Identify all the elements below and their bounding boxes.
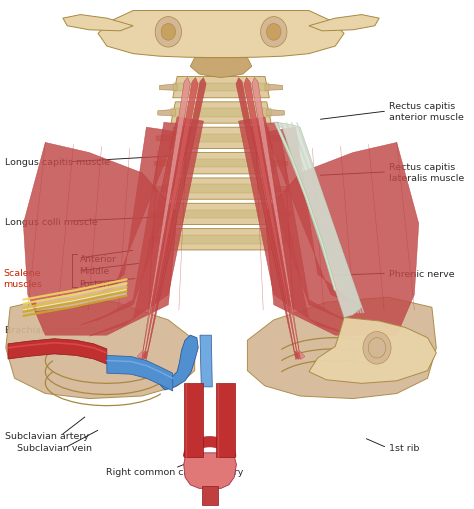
Polygon shape xyxy=(149,237,166,243)
Text: Middle: Middle xyxy=(80,267,109,276)
Text: Rectus capitis
lateralis muscle: Rectus capitis lateralis muscle xyxy=(389,162,464,183)
Circle shape xyxy=(261,18,287,48)
Polygon shape xyxy=(265,143,419,335)
Polygon shape xyxy=(167,153,274,175)
Polygon shape xyxy=(272,186,290,192)
Polygon shape xyxy=(190,59,252,78)
Polygon shape xyxy=(156,135,173,142)
Polygon shape xyxy=(247,123,362,325)
Text: 1st rib: 1st rib xyxy=(389,443,419,453)
Polygon shape xyxy=(252,78,305,360)
Polygon shape xyxy=(274,123,362,318)
Polygon shape xyxy=(236,78,300,360)
Text: Rectus capitis
anterior muscle: Rectus capitis anterior muscle xyxy=(389,102,464,122)
Polygon shape xyxy=(265,85,283,91)
Polygon shape xyxy=(267,110,284,117)
Polygon shape xyxy=(8,339,107,364)
Text: Phrenic nerve: Phrenic nerve xyxy=(389,269,455,278)
Polygon shape xyxy=(81,123,195,325)
Text: Posterior: Posterior xyxy=(80,279,119,289)
Polygon shape xyxy=(151,211,168,218)
Polygon shape xyxy=(140,78,198,360)
Polygon shape xyxy=(137,78,190,360)
Polygon shape xyxy=(274,211,292,218)
Polygon shape xyxy=(142,78,206,360)
Circle shape xyxy=(266,24,281,41)
Polygon shape xyxy=(160,85,177,91)
Text: Longus colli muscle: Longus colli muscle xyxy=(5,217,98,226)
Polygon shape xyxy=(166,185,276,193)
Polygon shape xyxy=(164,210,278,219)
Polygon shape xyxy=(247,298,436,399)
Polygon shape xyxy=(275,237,293,243)
Polygon shape xyxy=(173,77,269,99)
Polygon shape xyxy=(153,186,170,192)
Circle shape xyxy=(155,18,182,48)
Polygon shape xyxy=(184,384,203,457)
Polygon shape xyxy=(171,103,271,124)
Polygon shape xyxy=(184,453,237,488)
Polygon shape xyxy=(171,109,271,118)
Polygon shape xyxy=(107,356,173,391)
Polygon shape xyxy=(36,282,127,311)
Polygon shape xyxy=(309,318,436,384)
Polygon shape xyxy=(216,384,235,457)
Polygon shape xyxy=(270,161,288,167)
Polygon shape xyxy=(157,335,198,390)
Circle shape xyxy=(363,332,391,364)
Polygon shape xyxy=(238,118,353,336)
Polygon shape xyxy=(162,236,280,244)
Text: Anterior: Anterior xyxy=(80,254,116,263)
Polygon shape xyxy=(164,204,278,225)
Polygon shape xyxy=(166,179,276,200)
Polygon shape xyxy=(154,161,172,167)
Circle shape xyxy=(161,24,175,41)
Polygon shape xyxy=(63,16,133,32)
Polygon shape xyxy=(162,229,280,250)
Polygon shape xyxy=(23,143,177,335)
Polygon shape xyxy=(244,78,302,360)
Polygon shape xyxy=(89,118,203,336)
Polygon shape xyxy=(169,134,273,143)
Text: Longus capitis muscle: Longus capitis muscle xyxy=(5,158,110,167)
Polygon shape xyxy=(202,487,218,505)
Text: Subclavian vein: Subclavian vein xyxy=(17,443,92,453)
Polygon shape xyxy=(309,16,379,32)
Polygon shape xyxy=(200,335,212,387)
Text: Brachial plexus: Brachial plexus xyxy=(5,325,78,334)
Polygon shape xyxy=(268,135,286,142)
Polygon shape xyxy=(265,128,362,307)
Polygon shape xyxy=(158,110,175,117)
Polygon shape xyxy=(6,298,195,399)
Text: Subclavian artery: Subclavian artery xyxy=(5,431,89,440)
Polygon shape xyxy=(173,83,269,92)
Polygon shape xyxy=(98,12,344,59)
Polygon shape xyxy=(81,128,177,307)
Text: Right common carotid artery: Right common carotid artery xyxy=(106,467,244,475)
Polygon shape xyxy=(169,128,273,149)
Circle shape xyxy=(368,338,386,358)
Text: Scalene
muscles: Scalene muscles xyxy=(4,269,43,289)
Polygon shape xyxy=(167,160,274,168)
